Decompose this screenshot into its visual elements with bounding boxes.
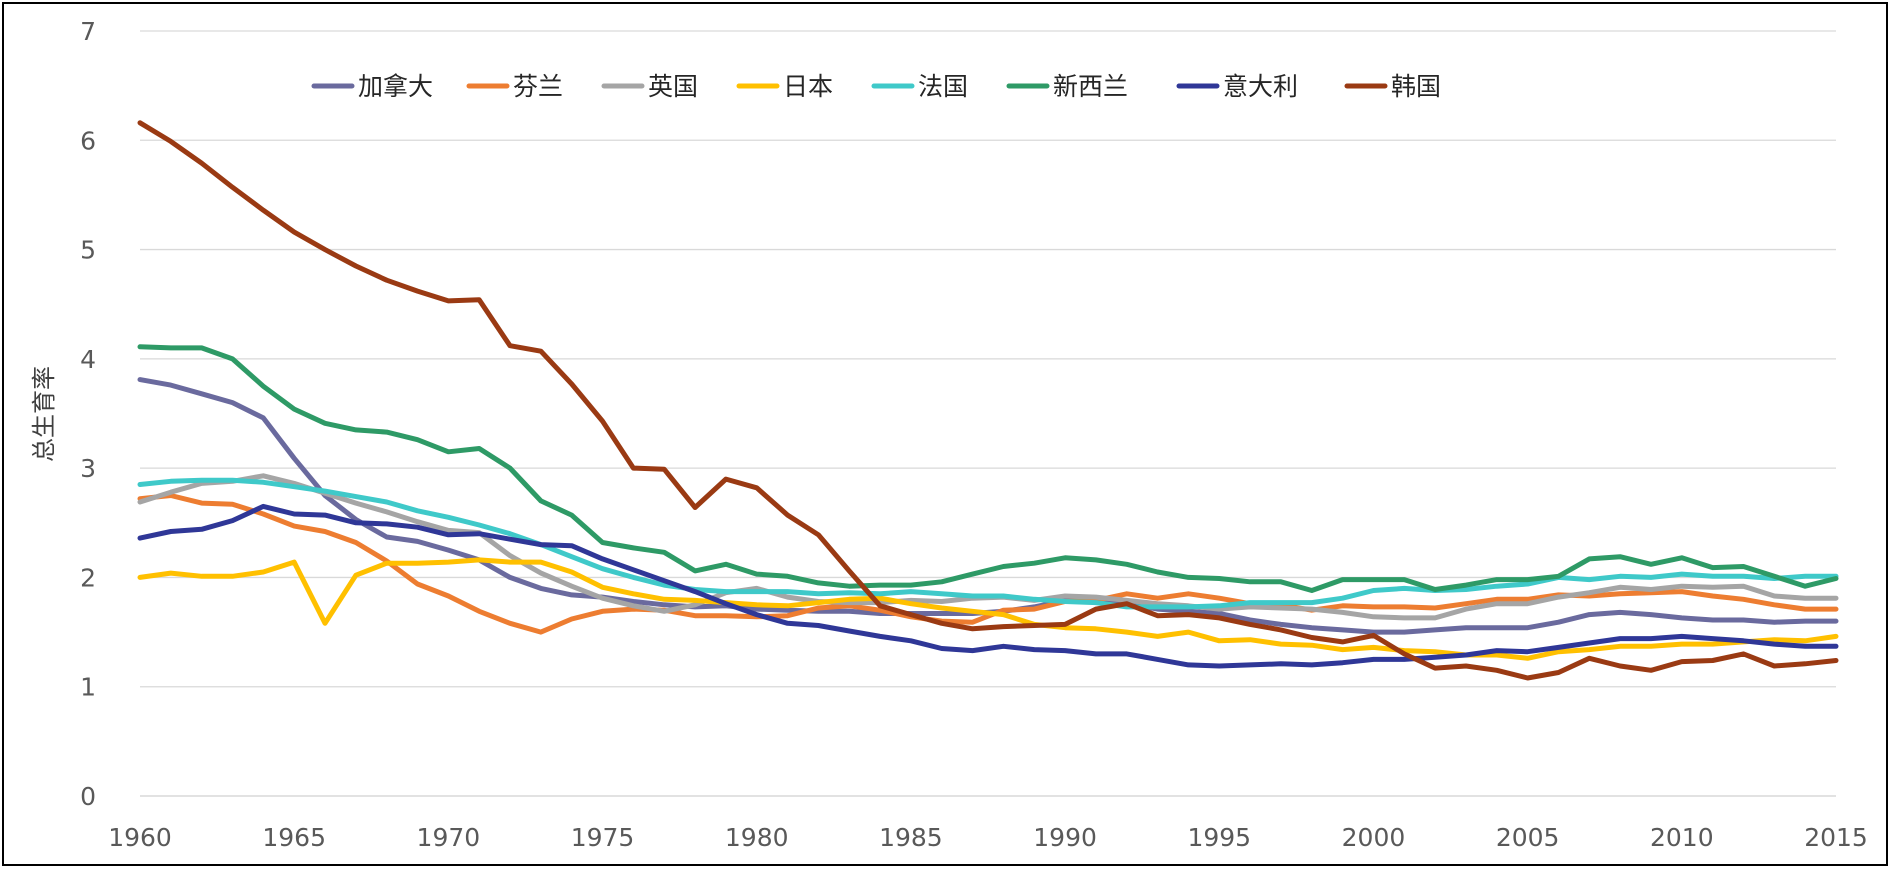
y-tick-label: 1 [80,673,96,702]
gridlines [140,30,1836,688]
series-line-7 [137,120,1839,681]
x-tick-label: 1970 [417,823,481,852]
x-tick-label: 1990 [1033,823,1097,852]
y-axis-ticks: 0 1 2 3 4 5 6 7 [80,17,96,811]
x-tick-label: 2010 [1650,823,1714,852]
x-tick-label: 1985 [879,823,943,852]
series-line-1 [137,493,1839,635]
x-tick-label: 1980 [725,823,789,852]
series-line-6 [137,503,1839,669]
x-tick-label: 2015 [1804,823,1868,852]
series-lines [137,120,1839,681]
legend-label: 加拿大 [358,72,433,101]
legend-label: 韩国 [1391,72,1441,101]
x-tick-label: 1975 [571,823,635,852]
y-tick-label: 5 [80,236,96,265]
y-axis-label: 总生育率 [30,366,58,462]
y-tick-label: 7 [80,17,96,46]
legend-label: 意大利 [1223,72,1298,101]
series-line-3 [137,557,1839,661]
legend: 加拿大 芬兰 英国 日本 法国 新西兰 意大利 韩国 [311,72,1441,101]
legend-label: 英国 [648,72,698,101]
x-tick-label: 2005 [1496,823,1560,852]
y-tick-label: 3 [80,454,96,483]
series-line-4 [137,477,1839,610]
legend-label: 芬兰 [513,72,563,101]
x-tick-label: 1995 [1187,823,1251,852]
legend-label: 新西兰 [1053,72,1128,101]
y-tick-label: 0 [80,782,96,811]
legend-label: 日本 [783,72,833,101]
series-line-5 [137,344,1839,593]
x-axis-ticks: 1960 1965 1970 1975 1980 1985 1990 1995 2000 2005… [108,823,1868,852]
y-tick-label: 4 [80,345,96,374]
y-tick-label: 2 [80,563,96,592]
x-tick-label: 1960 [108,823,172,852]
legend-label: 法国 [918,72,968,101]
x-tick-label: 2000 [1342,823,1406,852]
line-chart: 0 1 2 3 4 5 6 7 1960 1965 1970 1975 1980 1985 1990 199… [30,17,1868,852]
x-tick-label: 1965 [262,823,326,852]
y-tick-label: 6 [80,126,96,155]
